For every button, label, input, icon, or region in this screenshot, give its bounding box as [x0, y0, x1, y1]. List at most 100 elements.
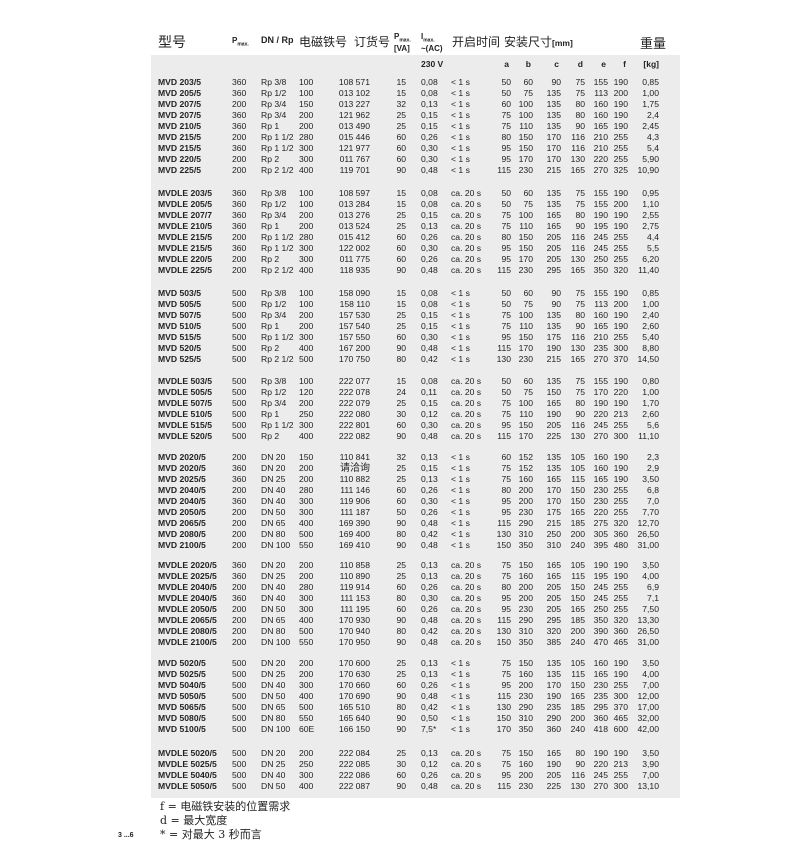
cell-dim-f: 320 — [613, 265, 628, 275]
cell-pmax: 200 — [232, 154, 247, 164]
cell-order-number: 122 002 — [338, 243, 370, 253]
cell-model: MVDLE 225/5 — [158, 265, 212, 275]
cell-dim-c: 205 — [546, 243, 561, 253]
cell-dim-e: 210 — [593, 332, 608, 342]
cell-power-va: 90 — [396, 781, 406, 791]
cell-open-time: ca. 20 s — [451, 615, 482, 625]
cell-pmax: 360 — [232, 243, 247, 253]
cell-dim-b: 230 — [518, 604, 533, 614]
cell-dim-d: 165 — [570, 604, 585, 614]
cell-dim-a: 115 — [497, 343, 511, 353]
cell-pmax: 360 — [232, 77, 247, 87]
cell-weight: 2,40 — [642, 310, 659, 320]
cell-dim-e: 470 — [593, 637, 608, 647]
cell-open-time: < 1 s — [451, 143, 470, 153]
cell-model: MVDLE 510/5 — [158, 409, 212, 419]
cell-dim-f: 360 — [613, 529, 628, 539]
cell-model: MVD 525/5 — [158, 354, 201, 364]
cell-weight: 7,70 — [642, 507, 659, 517]
table-row: MVDLE 225/5 200 Rp 2 1/2 400 118 935 90 0,48 ca… — [151, 265, 680, 276]
header-model: 型号 — [158, 35, 186, 51]
cell-order-number: 222 077 — [338, 376, 370, 386]
cell-power-va: 80 — [396, 702, 406, 712]
cell-dim-c: 165 — [546, 474, 561, 484]
cell-connection: Rp 1 — [261, 409, 280, 419]
cell-dim-e: 190 — [593, 560, 608, 570]
cell-dim-f: 190 — [613, 398, 628, 408]
cell-dim-a: 95 — [501, 332, 511, 342]
cell-dim-d: 130 — [570, 254, 585, 264]
cell-order-number: 170 930 — [338, 615, 370, 625]
cell-connection: Rp 2 1/2 — [261, 165, 294, 175]
table-row: MVDLE 2020/5 360 DN 20 200 110 858 25 0,13 ca. … — [151, 560, 680, 571]
cell-solenoid: 400 — [299, 343, 314, 353]
cell-dim-f: 190 — [613, 669, 628, 679]
cell-order-number: 119 914 — [339, 582, 370, 592]
cell-power-va: 15 — [396, 299, 406, 309]
cell-dim-a: 80 — [501, 485, 511, 495]
cell-order-number: 121 977 — [338, 143, 370, 153]
cell-dim-c: 135 — [546, 188, 561, 198]
cell-dim-e: 245 — [593, 582, 608, 592]
cell-dim-e: 160 — [593, 452, 608, 462]
cell-solenoid: 300 — [299, 496, 314, 506]
cell-solenoid: 500 — [299, 354, 314, 364]
table-row: MVDLE 2025/5 360 DN 25 200 110 890 25 0,13 ca. … — [151, 571, 680, 582]
cell-weight: 3,50 — [642, 560, 659, 570]
table-row: MVD 505/5 500 Rp 1/2 100 158 110 15 0,08 < 1 s 5… — [151, 299, 680, 310]
cell-dim-a: 95 — [501, 507, 511, 517]
cell-open-time: ca. 20 s — [451, 387, 482, 397]
cell-power-va: 90 — [396, 615, 406, 625]
cell-dim-f: 190 — [613, 77, 628, 87]
cell-open-time: ca. 20 s — [451, 409, 482, 419]
cell-model: MVD 5080/5 — [158, 713, 206, 723]
cell-dim-b: 150 — [518, 560, 533, 570]
cell-pmax: 500 — [232, 669, 247, 679]
cell-dim-e: 155 — [593, 199, 608, 209]
cell-model: MVDLE 215/5 — [158, 232, 212, 242]
cell-weight: 31,00 — [637, 540, 659, 550]
cell-open-time: ca. 20 s — [451, 199, 482, 209]
cell-dim-f: 200 — [613, 88, 628, 98]
cell-dim-d: 240 — [570, 724, 585, 734]
table-row: MVD 5040/5 500 DN 40 300 170 660 60 0,26 < 1 s 9… — [151, 680, 680, 691]
cell-dim-d: 75 — [575, 376, 585, 386]
cell-solenoid: 300 — [299, 604, 314, 614]
cell-solenoid: 400 — [299, 691, 314, 701]
cell-dim-b: 200 — [518, 496, 533, 506]
cell-dim-c: 135 — [546, 199, 561, 209]
cell-dim-e: 270 — [593, 165, 608, 175]
cell-solenoid: 300 — [299, 420, 314, 430]
note-star: * = 对最大 3 秒而言 — [160, 828, 262, 841]
cell-dim-b: 100 — [518, 99, 533, 109]
cell-model: MVD 207/5 — [158, 99, 201, 109]
cell-pmax: 500 — [232, 420, 247, 430]
cell-dim-c: 170 — [546, 485, 561, 495]
cell-solenoid: 200 — [299, 121, 314, 131]
cell-pmax: 500 — [232, 713, 247, 723]
table-row: MVD 5100/5 500 DN 100 60E 166 150 90 7,5* < 1 s… — [151, 724, 680, 735]
cell-open-time: < 1 s — [451, 713, 470, 723]
cell-dim-b: 152 — [518, 463, 533, 473]
cell-dim-e: 155 — [593, 77, 608, 87]
cell-dim-b: 100 — [518, 310, 533, 320]
table-row: MVD 2050/5 200 DN 50 300 111 187 50 0,26 < 1 s 9… — [151, 507, 680, 518]
cell-dim-c: 165 — [546, 571, 561, 581]
cell-connection: DN 40 — [261, 770, 286, 780]
cell-model: MVD 203/5 — [158, 77, 201, 87]
cell-current: 0,13 — [421, 99, 438, 109]
header-p-va-sub: max. — [399, 37, 411, 44]
cell-open-time: < 1 s — [451, 691, 470, 701]
cell-order-number: 108 571 — [338, 77, 370, 87]
cell-solenoid: 280 — [299, 132, 314, 142]
cell-model: MVD 2025/5 — [158, 474, 206, 484]
cell-solenoid: 300 — [299, 154, 314, 164]
cell-solenoid: 300 — [299, 507, 314, 517]
cell-dim-e: 195 — [593, 571, 608, 581]
cell-open-time: ca. 20 s — [451, 376, 482, 386]
cell-dim-d: 90 — [575, 321, 585, 331]
cell-open-time: ca. 20 s — [451, 265, 482, 275]
cell-open-time: < 1 s — [451, 121, 470, 131]
cell-dim-f: 320 — [613, 615, 628, 625]
header-p-va-unit: [VA] — [394, 43, 410, 53]
